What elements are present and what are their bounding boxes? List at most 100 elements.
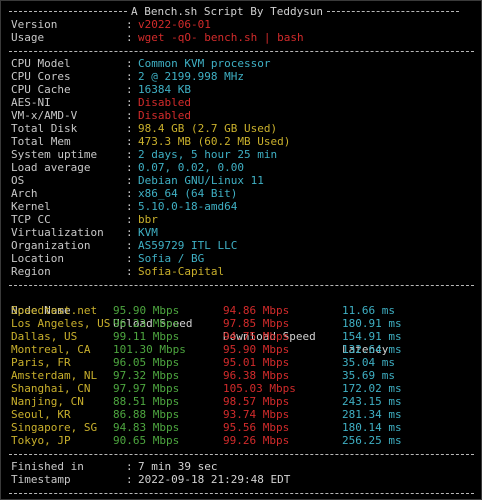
speedtest-row: Seoul, KR 86.88 Mbps 93.74 Mbps 281.34 ms xyxy=(1,408,481,421)
sysinfo-cpu-cores-value: 2 @ 2199.998 MHz xyxy=(138,70,244,83)
sysinfo-virtualization-row: Virtualization: KVM xyxy=(1,226,481,239)
intro-version-key: Version xyxy=(11,18,58,31)
sysinfo-cpu-cache-value: 16384 KB xyxy=(138,83,191,96)
footer-finished-in-row: Finished in:7 min 39 sec xyxy=(1,460,481,473)
sysinfo-kernel-key: Kernel xyxy=(11,200,51,213)
cell-node-name: Seoul, KR xyxy=(11,408,71,421)
cell-download-speed: 94.86 Mbps xyxy=(223,304,290,317)
sysinfo-load-average-value: 0.07, 0.02, 0.00 xyxy=(138,161,244,174)
separator xyxy=(1,447,481,460)
sysinfo-os-value: Debian GNU/Linux 11 xyxy=(138,174,264,187)
cell-download-speed: 95.01 Mbps xyxy=(223,356,290,369)
footer-timestamp-value: 2022-09-18 21:29:48 EDT xyxy=(138,473,291,486)
sysinfo-cpu-cores-key: CPU Cores xyxy=(11,70,71,83)
colon: : xyxy=(126,161,133,174)
cell-node-name: Paris, FR xyxy=(11,356,71,369)
sysinfo-arch-row: Arch: x86_64 (64 Bit) xyxy=(1,187,481,200)
sysinfo-organization-row: Organization: AS59729 ITL LLC xyxy=(1,239,481,252)
sysinfo-arch-value: x86_64 (64 Bit) xyxy=(138,187,238,200)
cell-upload-speed: 95.90 Mbps xyxy=(113,304,180,317)
cell-latency: 281.34 ms xyxy=(342,408,402,421)
colon: : xyxy=(126,265,133,278)
sysinfo-vm-x-amd-v-key: VM-x/AMD-V xyxy=(11,109,78,122)
cell-upload-speed: 88.51 Mbps xyxy=(113,395,180,408)
sysinfo-organization-key: Organization xyxy=(11,239,91,252)
sysinfo-total-disk-key: Total Disk xyxy=(11,122,78,135)
cell-latency: 180.91 ms xyxy=(342,317,402,330)
cell-download-speed: 96.38 Mbps xyxy=(223,369,290,382)
separator xyxy=(1,278,481,291)
cell-node-name: Speedtest.net xyxy=(11,304,98,317)
colon: : xyxy=(126,31,133,44)
cell-download-speed: 95.90 Mbps xyxy=(223,343,290,356)
sysinfo-virtualization-value: KVM xyxy=(138,226,158,239)
colon: : xyxy=(126,109,133,122)
colon: : xyxy=(126,135,133,148)
sysinfo-cpu-cores-row: CPU Cores:2 @ 2199.998 MHz xyxy=(1,70,481,83)
intro-version-row: Version: v2022-06-01 xyxy=(1,18,481,31)
sysinfo-arch-key: Arch xyxy=(11,187,38,200)
footer-section: Finished in:7 min 39 sec Timestamp:2022-0… xyxy=(1,460,481,486)
colon: : xyxy=(126,239,133,252)
header-title: A Bench.sh Script By Teddysun xyxy=(131,5,324,18)
sysinfo-location-row: Location: Sofia / BG xyxy=(1,252,481,265)
cell-upload-speed: 99.11 Mbps xyxy=(113,330,180,343)
cell-node-name: Singapore, SG xyxy=(11,421,98,434)
colon: : xyxy=(126,213,133,226)
colon: : xyxy=(126,83,133,96)
speedtest-row: Paris, FR 96.05 Mbps 95.01 Mbps 35.04 ms xyxy=(1,356,481,369)
sysinfo-aes-ni-key: AES-NI xyxy=(11,96,51,109)
colon: : xyxy=(126,187,133,200)
footer-timestamp-row: Timestamp:2022-09-18 21:29:48 EDT xyxy=(1,473,481,486)
footer-timestamp-key: Timestamp xyxy=(11,473,71,486)
cell-download-speed: 98.57 Mbps xyxy=(223,395,290,408)
speedtest-row: Singapore, SG 94.83 Mbps 95.56 Mbps 180.14 … xyxy=(1,421,481,434)
footer-finished-in-value: 7 min 39 sec xyxy=(138,460,218,473)
sysinfo-region-key: Region xyxy=(11,265,51,278)
cell-latency: 35.69 ms xyxy=(342,369,395,382)
sysinfo-cpu-model-value: Common KVM processor xyxy=(138,57,271,70)
sysinfo-system-uptime-key: System uptime xyxy=(11,148,98,161)
sysinfo-cpu-cache-row: CPU Cache:16384 KB xyxy=(1,83,481,96)
cell-download-speed: 99.26 Mbps xyxy=(223,434,290,447)
cell-upload-speed: 96.23 Mbps xyxy=(113,317,180,330)
intro-usage-value: wget -qO- bench.sh | bash xyxy=(138,31,304,44)
intro-usage-row: Usage: wget -qO- bench.sh | bash xyxy=(1,31,481,44)
speedtest-row: Tokyo, JP 90.65 Mbps 99.26 Mbps 256.25 ms xyxy=(1,434,481,447)
cell-node-name: Montreal, CA xyxy=(11,343,91,356)
colon: : xyxy=(126,70,133,83)
header-banner: A Bench.sh Script By Teddysun xyxy=(1,5,481,18)
cell-latency: 154.91 ms xyxy=(342,330,402,343)
sysinfo-total-mem-key: Total Mem xyxy=(11,135,71,148)
sysinfo-system-uptime-row: System uptime:2 days, 5 hour 25 min xyxy=(1,148,481,161)
colon: : xyxy=(126,122,133,135)
cell-latency: 180.14 ms xyxy=(342,421,402,434)
sysinfo-cpu-cache-key: CPU Cache xyxy=(11,83,71,96)
sysinfo-location-key: Location xyxy=(11,252,64,265)
cell-upload-speed: 96.05 Mbps xyxy=(113,356,180,369)
sysinfo-total-disk-row: Total Disk:98.4 GB (2.7 GB Used) xyxy=(1,122,481,135)
sysinfo-load-average-key: Load average xyxy=(11,161,91,174)
sysinfo-region-row: Region: Sofia-Capital xyxy=(1,265,481,278)
intro-version-value: v2022-06-01 xyxy=(138,18,211,31)
speedtest-row: Dallas, US 99.11 Mbps 94.75 Mbps 154.91 ms xyxy=(1,330,481,343)
sysinfo-location-value: Sofia / BG xyxy=(138,252,205,265)
sysinfo-tcp-cc-row: TCP CC: bbr xyxy=(1,213,481,226)
speedtest-header-row: Node Name Upload Speed Download Speed La… xyxy=(1,291,481,356)
sysinfo-region-value: Sofia-Capital xyxy=(138,265,225,278)
colon: : xyxy=(126,174,133,187)
colon: : xyxy=(126,18,133,31)
colon: : xyxy=(126,460,133,473)
header-dashes-left xyxy=(9,11,127,12)
cell-upload-speed: 97.97 Mbps xyxy=(113,382,180,395)
speedtest-table: Speedtest.net 95.90 Mbps 94.86 Mbps 11.66 m… xyxy=(1,304,481,447)
cell-latency: 35.04 ms xyxy=(342,356,395,369)
sysinfo-kernel-row: Kernel:5.10.0-18-amd64 xyxy=(1,200,481,213)
cell-upload-speed: 90.65 Mbps xyxy=(113,434,180,447)
colon: : xyxy=(126,226,133,239)
cell-download-speed: 95.56 Mbps xyxy=(223,421,290,434)
colon: : xyxy=(126,57,133,70)
header-download-speed: Download Speed xyxy=(223,330,316,343)
cell-upload-speed: 86.88 Mbps xyxy=(113,408,180,421)
